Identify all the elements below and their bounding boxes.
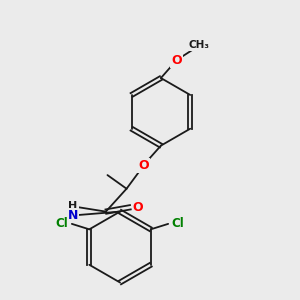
Text: Cl: Cl	[56, 218, 68, 230]
Text: O: O	[171, 53, 182, 67]
Text: H: H	[68, 201, 78, 211]
Text: O: O	[133, 201, 143, 214]
Text: CH₃: CH₃	[189, 40, 210, 50]
Text: N: N	[68, 209, 78, 222]
Text: O: O	[138, 159, 149, 172]
Text: Cl: Cl	[172, 218, 184, 230]
